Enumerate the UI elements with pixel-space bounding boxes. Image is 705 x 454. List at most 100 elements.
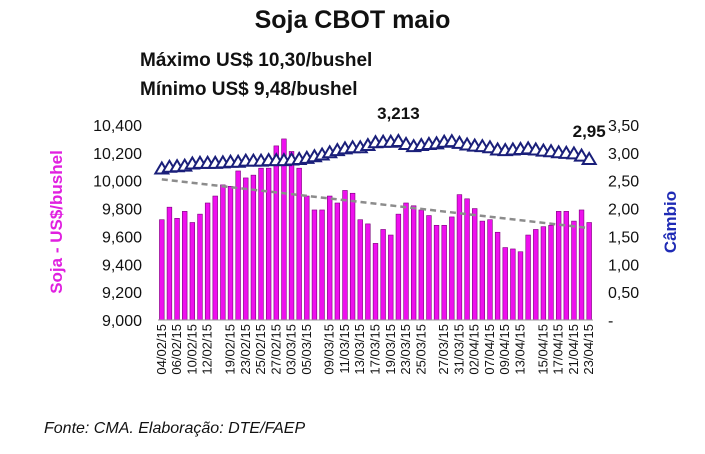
y2-axis-title: Câmbio	[661, 191, 680, 253]
source-footer: Fonte: CMA. Elaboração: DTE/FAEP	[44, 420, 306, 437]
x-tick-label: 25/02/15	[253, 324, 268, 375]
x-tick-label: 27/03/15	[436, 324, 451, 375]
bar	[395, 213, 402, 321]
y-tick-label: 9,000	[102, 313, 142, 330]
y-tick-label: 9,800	[102, 202, 142, 219]
y-tick-label: 9,600	[102, 229, 142, 246]
bar	[487, 219, 493, 321]
bar	[212, 195, 218, 321]
bar	[418, 209, 424, 321]
bar	[166, 206, 173, 321]
bar	[357, 219, 363, 321]
x-tick-label: 06/02/15	[169, 324, 184, 375]
bar	[517, 251, 524, 321]
bar	[189, 222, 196, 321]
y2-tick-label: -	[608, 313, 613, 330]
bar	[182, 211, 188, 321]
bar	[319, 209, 325, 321]
bar	[502, 247, 508, 321]
y2-tick-label: 3,00	[608, 146, 639, 163]
bar	[563, 211, 569, 321]
x-tick-label: 13/03/15	[352, 324, 367, 375]
bar	[250, 174, 257, 321]
x-tick-label: 12/02/15	[200, 324, 215, 375]
bar	[227, 185, 234, 321]
x-tick-label: 23/04/15	[581, 324, 596, 375]
y-tick-label: 9,400	[102, 257, 142, 274]
x-tick-label: 19/03/15	[383, 324, 398, 375]
y2-tick-label: 2,00	[608, 202, 639, 219]
x-tick-label: 15/04/15	[535, 324, 550, 375]
bar	[525, 234, 531, 321]
y-tick-label: 10,400	[93, 118, 142, 135]
bar	[304, 195, 310, 321]
data-label: 3,213	[377, 104, 420, 123]
x-tick-label: 09/03/15	[322, 324, 337, 375]
x-tick-label: 03/03/15	[284, 324, 299, 375]
x-tick-label: 27/02/15	[268, 324, 283, 375]
bar	[586, 222, 592, 321]
y-axis-title: Soja - US$/bushel	[47, 150, 66, 294]
y2-tick-label: 1,00	[608, 257, 639, 274]
y-tick-label: 9,200	[102, 285, 142, 302]
exchange-rate-point	[580, 151, 598, 165]
x-tick-label: 23/03/15	[398, 324, 413, 375]
bar	[548, 224, 554, 321]
y2-tick-label: 3,50	[608, 118, 639, 135]
exchange-rate-point	[390, 133, 407, 147]
bar	[220, 184, 226, 321]
bar	[334, 202, 341, 321]
bar	[296, 167, 302, 321]
y-tick-label: 10,200	[93, 146, 142, 163]
bar	[159, 219, 165, 321]
x-tick-label: 11/03/15	[337, 324, 352, 374]
bar	[441, 224, 447, 321]
y-tick-label: 10,000	[93, 174, 142, 191]
bar	[372, 243, 379, 321]
bar	[365, 223, 371, 321]
bar	[174, 218, 180, 321]
bar	[288, 151, 295, 321]
bar	[510, 248, 516, 321]
bar	[342, 190, 348, 321]
bar	[449, 216, 455, 321]
bar	[433, 224, 440, 321]
x-tick-label: 04/02/15	[154, 324, 169, 375]
bar	[540, 226, 547, 321]
bar	[327, 195, 333, 321]
bar	[571, 220, 577, 321]
bar	[235, 170, 241, 321]
x-tick-label: 19/02/15	[223, 324, 238, 375]
bar	[197, 213, 203, 321]
x-tick-label: 21/04/15	[566, 324, 581, 375]
bar	[273, 145, 279, 321]
bar	[472, 208, 478, 321]
subtitle-max: Máximo US$ 10,30/bushel	[140, 50, 373, 71]
x-tick-label: 31/03/15	[451, 324, 466, 375]
subtitle-min: Mínimo US$ 9,48/bushel	[140, 79, 358, 100]
bar	[403, 202, 409, 321]
bar	[311, 209, 318, 321]
bar	[464, 198, 470, 321]
bar	[426, 215, 432, 321]
y2-tick-label: 2,50	[608, 174, 639, 191]
y2-tick-label: 1,50	[608, 229, 639, 246]
x-tick-label: 13/04/15	[513, 324, 528, 375]
x-tick-label: 09/04/15	[497, 324, 512, 375]
x-tick-label: 17/04/15	[551, 324, 566, 375]
bar	[533, 229, 539, 321]
data-label: 2,95	[573, 122, 606, 141]
x-tick-label: 07/04/15	[482, 324, 497, 375]
bar	[494, 231, 501, 321]
bar	[349, 192, 356, 321]
trend-line	[161, 178, 590, 230]
y2-tick-label: 0,50	[608, 285, 639, 302]
bar	[243, 177, 249, 321]
x-tick-label: 23/02/15	[238, 324, 253, 375]
bar	[204, 202, 211, 321]
bar	[555, 211, 562, 321]
x-tick-label: 02/04/15	[467, 324, 482, 375]
x-tick-label: 17/03/15	[368, 324, 383, 375]
bar	[410, 205, 417, 321]
